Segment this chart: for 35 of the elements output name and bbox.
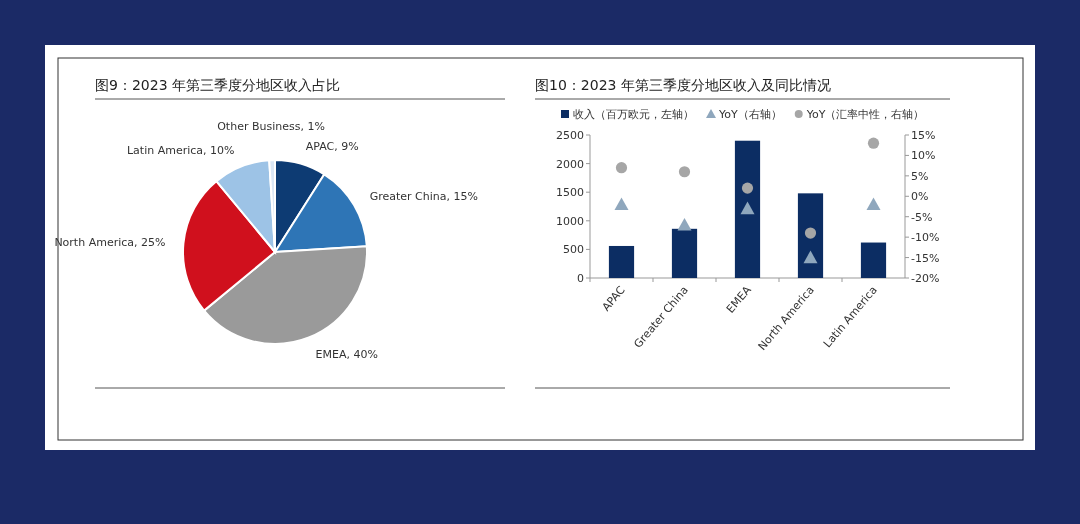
point <box>677 217 692 231</box>
point <box>804 227 817 239</box>
slice-label: North America, 25% <box>54 235 166 249</box>
point <box>867 137 880 149</box>
y2-tick-label: 0% <box>911 190 929 204</box>
point <box>678 166 691 178</box>
y2-tick-label: -15% <box>911 251 940 265</box>
slice-label: EMEA, 40% <box>315 348 378 362</box>
point <box>740 201 755 215</box>
slice-label: Latin America, 10% <box>126 143 235 157</box>
point <box>614 197 629 211</box>
slice-label: APAC, 9% <box>305 140 359 154</box>
y2-tick-label: 5% <box>911 169 929 183</box>
legend-label: 收入（百万欧元，左轴） <box>573 108 694 121</box>
y2-tick-label: -10% <box>911 231 940 245</box>
y-tick-label: 0 <box>577 272 584 285</box>
y-tick-label: 500 <box>563 243 584 257</box>
legend-label: YoY（右轴） <box>718 108 782 121</box>
point <box>741 182 754 194</box>
y-tick-label: 2500 <box>556 129 584 142</box>
y-tick-label: 1500 <box>556 186 584 200</box>
slice-label: Other Business, 1% <box>217 120 325 134</box>
y2-tick-label: 15% <box>911 129 936 142</box>
point <box>803 250 818 264</box>
chart-title: 图9：2023 年第三季度分地区收入占比 <box>95 77 340 93</box>
y-tick-label: 1000 <box>556 214 584 228</box>
y2-tick-label: -20% <box>911 272 940 285</box>
legend-label: YoY（汇率中性，右轴） <box>805 108 925 121</box>
slice-label: Greater China, 15% <box>369 190 478 204</box>
y-tick-label: 2000 <box>556 157 584 171</box>
y2-tick-label: 10% <box>911 149 936 163</box>
chart-title: 图10：2023 年第三季度分地区收入及同比情况 <box>535 77 831 93</box>
point <box>615 162 628 174</box>
y2-tick-label: -5% <box>911 210 933 224</box>
point <box>866 197 881 211</box>
